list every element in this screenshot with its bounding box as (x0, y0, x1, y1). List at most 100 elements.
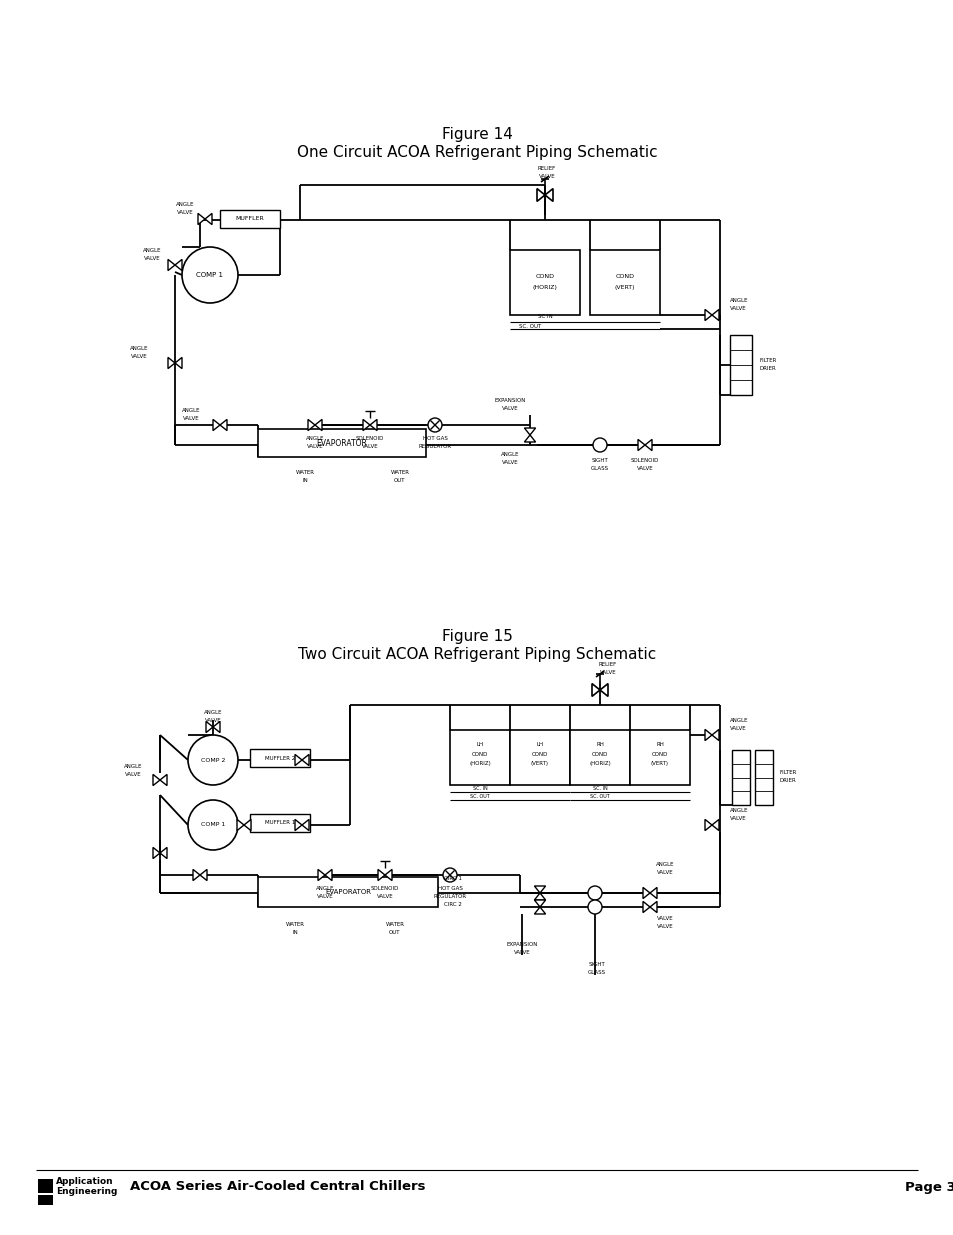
Text: VALVE: VALVE (729, 726, 746, 731)
Polygon shape (711, 730, 719, 741)
Polygon shape (174, 259, 182, 270)
Polygon shape (711, 310, 719, 321)
Text: RELIEF: RELIEF (537, 167, 556, 172)
Text: EXPANSION: EXPANSION (494, 398, 525, 403)
Bar (731, 750, 749, 805)
Text: CIRC 1: CIRC 1 (443, 877, 461, 882)
Text: WATER: WATER (385, 923, 404, 927)
Text: COMP 1: COMP 1 (201, 823, 225, 827)
Text: WATER: WATER (285, 923, 304, 927)
Text: LH: LH (536, 742, 543, 747)
Text: (HORIZ): (HORIZ) (469, 761, 491, 766)
Polygon shape (642, 902, 649, 913)
Polygon shape (308, 420, 314, 431)
Text: Application: Application (56, 1177, 113, 1187)
Bar (510, 730, 569, 785)
Polygon shape (649, 902, 657, 913)
Polygon shape (370, 420, 376, 431)
Text: IN: IN (292, 930, 297, 935)
Text: SIGHT: SIGHT (591, 457, 608, 462)
Bar (569, 730, 629, 785)
Text: GLASS: GLASS (587, 971, 605, 976)
Text: ANGLE: ANGLE (175, 203, 194, 207)
Text: VALVE: VALVE (132, 353, 148, 358)
Bar (450, 730, 510, 785)
Text: FILTER: FILTER (760, 357, 777, 363)
Polygon shape (160, 774, 167, 785)
Text: VALVE: VALVE (176, 210, 193, 215)
Circle shape (188, 800, 237, 850)
Text: One Circuit ACOA Refrigerant Piping Schematic: One Circuit ACOA Refrigerant Piping Sche… (296, 146, 657, 161)
Circle shape (587, 900, 601, 914)
Text: (VERT): (VERT) (531, 761, 548, 766)
Text: SC. OUT: SC. OUT (590, 794, 609, 799)
Text: Two Circuit ACOA Refrigerant Piping Schematic: Two Circuit ACOA Refrigerant Piping Sche… (297, 647, 656, 662)
Polygon shape (302, 819, 309, 831)
Text: DRIER: DRIER (760, 367, 776, 372)
Circle shape (593, 438, 606, 452)
Bar (250, 748, 310, 767)
Polygon shape (649, 888, 657, 899)
Polygon shape (213, 420, 220, 431)
Polygon shape (200, 869, 207, 881)
Polygon shape (213, 721, 220, 732)
Bar (754, 750, 772, 805)
Text: VALVE: VALVE (656, 916, 673, 921)
Polygon shape (174, 357, 182, 368)
Polygon shape (206, 721, 213, 732)
Text: MUFFLER 2: MUFFLER 2 (265, 756, 294, 761)
Text: COND: COND (651, 752, 667, 757)
Text: ANGLE: ANGLE (123, 763, 142, 768)
Text: EVAPORATOR: EVAPORATOR (325, 889, 371, 895)
Text: VALVE: VALVE (729, 306, 746, 311)
Circle shape (587, 885, 601, 900)
Text: ACOA Series Air-Cooled Central Chillers: ACOA Series Air-Cooled Central Chillers (130, 1181, 425, 1193)
Text: VALVE: VALVE (306, 445, 323, 450)
Polygon shape (534, 906, 545, 914)
Polygon shape (317, 869, 325, 881)
Text: RH: RH (596, 742, 603, 747)
Bar (589, 249, 659, 315)
Text: EVAPORATOR: EVAPORATOR (316, 438, 367, 447)
Polygon shape (152, 774, 160, 785)
Text: VALVE: VALVE (538, 174, 555, 179)
Polygon shape (524, 429, 535, 435)
Text: ANGLE: ANGLE (143, 247, 161, 252)
Text: RH: RH (656, 742, 663, 747)
Text: GLASS: GLASS (590, 466, 608, 471)
Text: SC. OUT: SC. OUT (518, 324, 540, 329)
Text: (HORIZ): (HORIZ) (589, 761, 610, 766)
Text: VALVE: VALVE (656, 871, 673, 876)
Polygon shape (377, 869, 385, 881)
Polygon shape (704, 730, 711, 741)
Text: ANGLE: ANGLE (729, 299, 748, 304)
Text: (HORIZ): (HORIZ) (532, 284, 557, 289)
Circle shape (428, 417, 441, 432)
Text: ANGLE: ANGLE (729, 809, 748, 814)
Text: ANGLE: ANGLE (500, 452, 518, 457)
Text: Figure 14: Figure 14 (441, 127, 512, 142)
Text: SC IN: SC IN (537, 315, 552, 320)
Polygon shape (244, 819, 251, 831)
Text: LH: LH (476, 742, 483, 747)
Polygon shape (314, 420, 322, 431)
Text: ANGLE: ANGLE (305, 436, 324, 441)
Circle shape (182, 247, 237, 303)
Text: SC. IN: SC. IN (472, 785, 487, 790)
Text: HOT GAS: HOT GAS (422, 436, 447, 441)
Polygon shape (704, 310, 711, 321)
Bar (220, 210, 280, 228)
Text: SOLENOID: SOLENOID (630, 457, 659, 462)
Polygon shape (385, 869, 392, 881)
Polygon shape (168, 357, 174, 368)
Text: HOT GAS: HOT GAS (437, 887, 462, 892)
Text: OUT: OUT (394, 478, 405, 483)
Polygon shape (642, 888, 649, 899)
Polygon shape (325, 869, 332, 881)
Text: COND: COND (531, 752, 548, 757)
Polygon shape (638, 440, 644, 451)
Polygon shape (534, 893, 545, 900)
Polygon shape (294, 755, 302, 766)
Text: DRIER: DRIER (780, 778, 796, 783)
Text: VALVE: VALVE (144, 256, 160, 261)
